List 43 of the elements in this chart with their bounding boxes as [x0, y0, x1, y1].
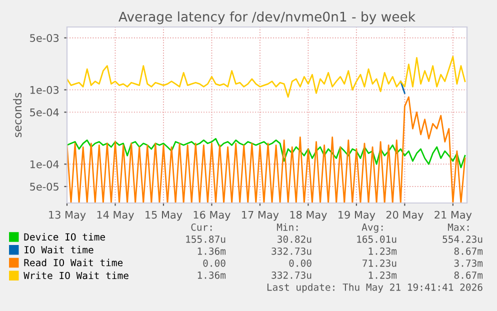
x-tick-label: 13 May: [49, 210, 86, 221]
x-tick-label: 16 May: [194, 210, 230, 221]
text: Min:: [276, 223, 298, 231]
y-tick-label: 5e-05: [30, 182, 58, 191]
x-tick-label: 17 May: [242, 210, 279, 221]
y-tick-label: 1e-04: [30, 160, 59, 168]
line-series: [67, 138, 466, 168]
text: 1.36m: [198, 271, 226, 279]
text: Avg:: [362, 224, 383, 233]
x-tick-label: 18 May: [290, 210, 327, 221]
x-tick-label: 20 May: [386, 210, 424, 221]
line-series: [67, 56, 466, 98]
chart-title: Average latency for /dev/nvme0n1 - by week: [118, 11, 416, 24]
text: 1.23m: [368, 247, 397, 255]
x-tick-label: 14 May: [97, 210, 134, 221]
text: 1.36m: [198, 247, 226, 255]
text: 0.00: [203, 259, 226, 267]
y-tick-label: 1e-03: [30, 86, 59, 94]
text: 8.67m: [454, 271, 483, 279]
legend-label: IO Wait time: [24, 246, 94, 254]
y-axis-title: seconds: [13, 92, 22, 138]
text: 165.01u: [357, 235, 396, 243]
text: 1.23m: [368, 271, 397, 279]
text: Cur:: [191, 223, 212, 231]
x-tick-label: 19 May: [338, 210, 376, 221]
y-tick-label: 5e-04: [30, 108, 59, 116]
text: 0.00: [289, 259, 312, 267]
text: 332.73u: [272, 247, 312, 255]
x-tick-label: 15 May: [146, 210, 182, 221]
text: 30.82u: [278, 235, 312, 243]
text: 554.23u: [442, 235, 482, 243]
legend-label: Read IO Wait time: [24, 258, 123, 266]
text: Last update: Thu May 21 19:41:41 2026: [267, 283, 482, 293]
text: 332.73u: [272, 271, 312, 279]
text: 8.67m: [454, 247, 483, 255]
text: 155.87u: [186, 235, 226, 243]
legend-label: Write IO Wait time: [24, 272, 128, 280]
x-tick-label: 21 May: [434, 210, 472, 221]
text: 71.23u: [362, 259, 396, 267]
legend-label: Device IO time: [24, 233, 105, 241]
text: Max:: [448, 224, 469, 231]
text: 3.73m: [454, 259, 483, 267]
y-tick-label: 5e-03: [30, 34, 59, 42]
